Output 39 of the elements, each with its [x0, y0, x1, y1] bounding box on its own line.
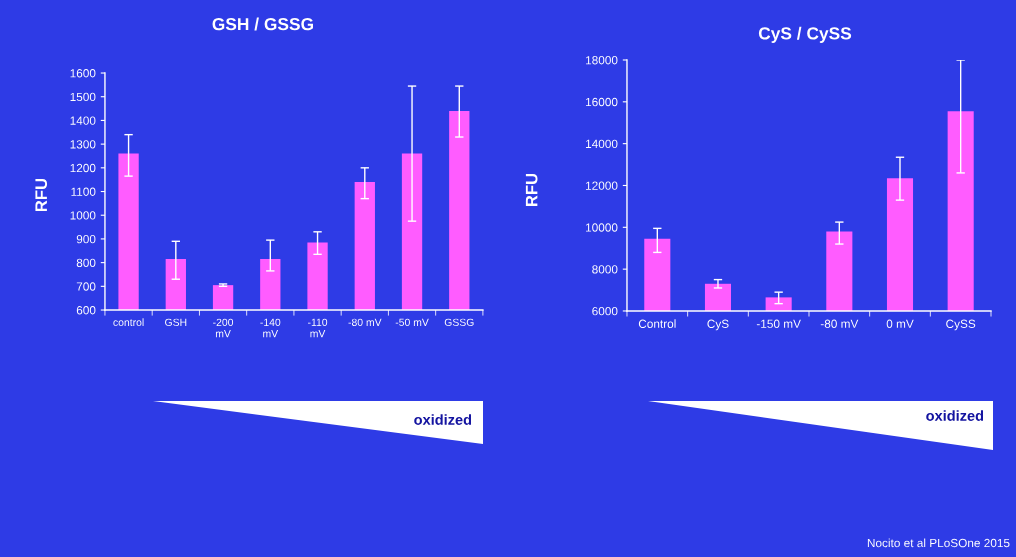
y-tick-label: 14000	[586, 139, 618, 149]
y-axis-title: RFU	[525, 173, 538, 207]
y-tick-label: 10000	[586, 223, 618, 232]
y-tick-label: 700	[76, 282, 96, 291]
y-tick-label: 1000	[70, 211, 96, 220]
y-tick-label: 12000	[586, 181, 618, 190]
y-tick-label: 8000	[592, 265, 618, 274]
x-tick-label: -150 mV	[756, 319, 801, 328]
x-tick-label: CyS	[707, 319, 729, 331]
y-tick-label: 800	[76, 258, 96, 268]
y-tick-label: 1300	[70, 140, 96, 149]
y-tick-label: 1100	[71, 187, 96, 196]
x-tick-label: Control	[638, 319, 676, 328]
x-tick-label: CySS	[946, 319, 976, 331]
y-tick-label: 18000	[586, 56, 618, 65]
y-tick-label: 6000	[592, 307, 618, 316]
x-tick-label: 0 mV	[886, 319, 914, 328]
y-tick-label: 1200	[70, 163, 96, 173]
x-tick-label: -140 mV	[260, 318, 281, 338]
text: Nocito et al PLoSOne 2015	[867, 538, 1010, 548]
chart-title: GSH / GSSG	[212, 17, 313, 31]
text: oxidized	[926, 410, 984, 421]
x-tick-label: control	[113, 318, 144, 327]
x-tick-label: -80 mV	[348, 318, 382, 327]
x-tick-label: GSSG	[444, 318, 474, 327]
x-tick-label: -50 mV	[395, 318, 429, 327]
text: oxidized	[414, 414, 472, 425]
x-tick-label: -110 mV	[307, 318, 328, 338]
y-axis-title: RFU	[35, 178, 48, 212]
y-tick-label: 900	[76, 234, 96, 244]
y-tick-label: 1400	[70, 116, 96, 125]
y-tick-label: 1600	[70, 69, 96, 78]
x-tick-label: -200 mV	[213, 318, 234, 338]
chart-title: CyS / CySS	[758, 26, 852, 43]
x-tick-label: -80 mV	[820, 319, 859, 328]
y-tick-label: 16000	[586, 97, 618, 107]
y-tick-label: 600	[76, 306, 96, 315]
x-tick-label: GSH	[165, 318, 187, 327]
y-tick-label: 1500	[70, 92, 96, 102]
